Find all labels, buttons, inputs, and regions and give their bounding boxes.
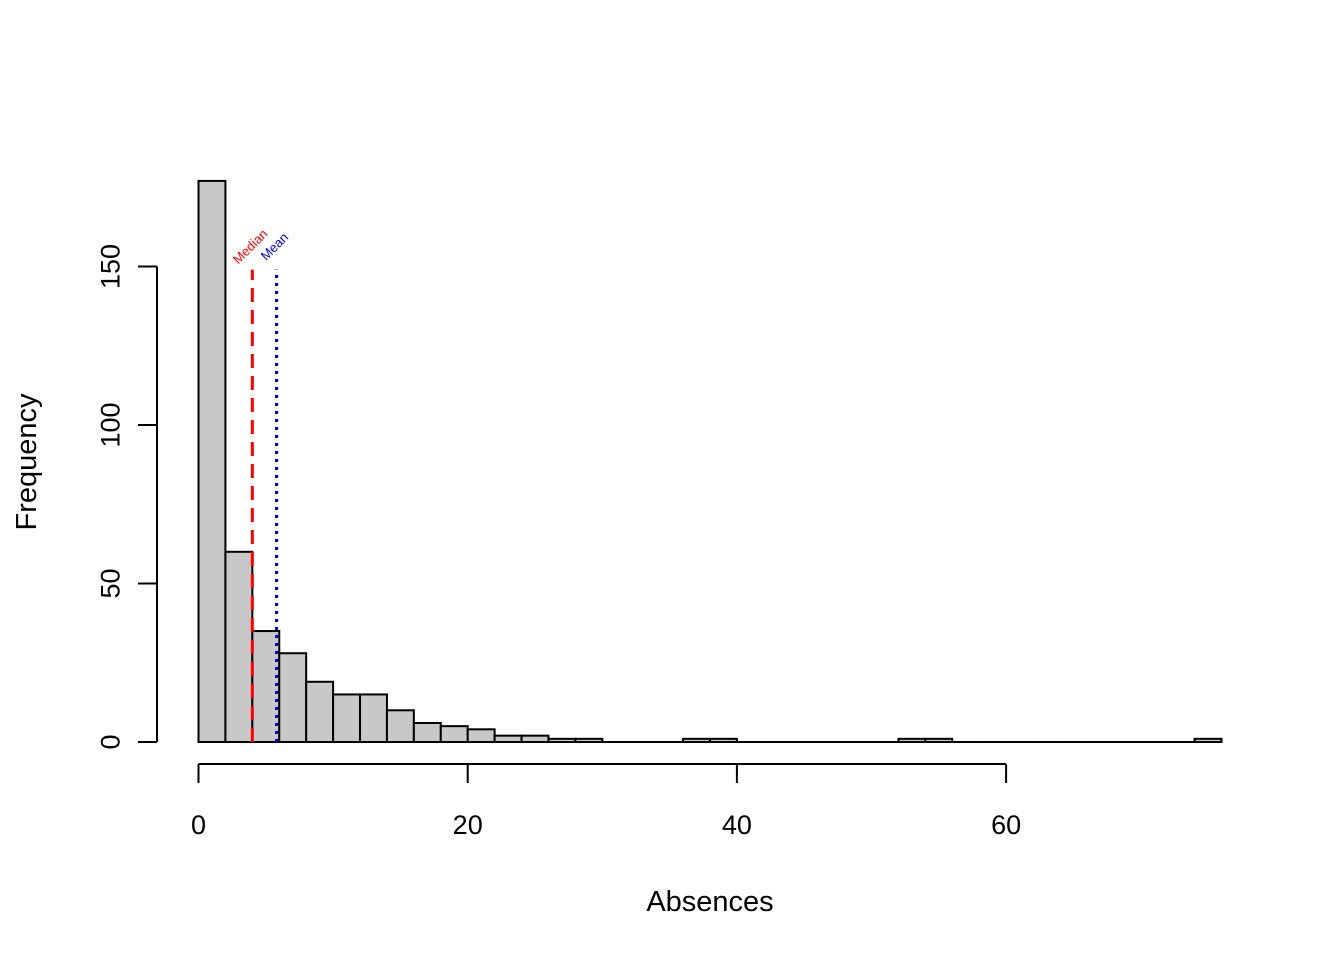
- histogram-bar: [924, 737, 954, 744]
- y-axis: 0 50 100 150: [95, 244, 158, 750]
- y-tick-label: 100: [95, 402, 125, 447]
- histogram-bar: [385, 709, 415, 743]
- histogram-bar: [493, 734, 523, 743]
- y-tick-label: 0: [95, 734, 125, 749]
- x-tick-label: 40: [722, 810, 752, 840]
- histogram-bar: [439, 725, 469, 744]
- histogram-bar: [466, 728, 496, 744]
- y-axis-label: Frequency: [11, 393, 43, 531]
- x-tick-label: 20: [453, 810, 483, 840]
- histogram-bar: [278, 652, 308, 743]
- histogram-bar: [547, 737, 577, 744]
- histogram-bar: [897, 737, 927, 744]
- histogram-bar: [574, 737, 604, 744]
- y-tick-label: 150: [95, 244, 125, 289]
- histogram-bar: [197, 179, 227, 744]
- histogram-bar: [1193, 737, 1223, 744]
- x-axis-label: Absences: [646, 886, 773, 918]
- histogram-bar: [332, 693, 362, 744]
- histogram-bar: [224, 550, 254, 743]
- y-tick-label: 50: [95, 568, 125, 598]
- histogram-bar: [359, 693, 388, 744]
- x-tick-label: 60: [991, 810, 1021, 840]
- histogram-bar: [305, 680, 335, 744]
- histogram-bar: [520, 734, 550, 743]
- x-tick-label: 0: [191, 810, 206, 840]
- histogram-bar: [682, 737, 711, 744]
- histogram-bar: [708, 737, 738, 744]
- histogram-bar: [412, 721, 442, 743]
- x-axis: 0 20 40 60: [191, 763, 1021, 840]
- histogram-bars: [197, 179, 1223, 744]
